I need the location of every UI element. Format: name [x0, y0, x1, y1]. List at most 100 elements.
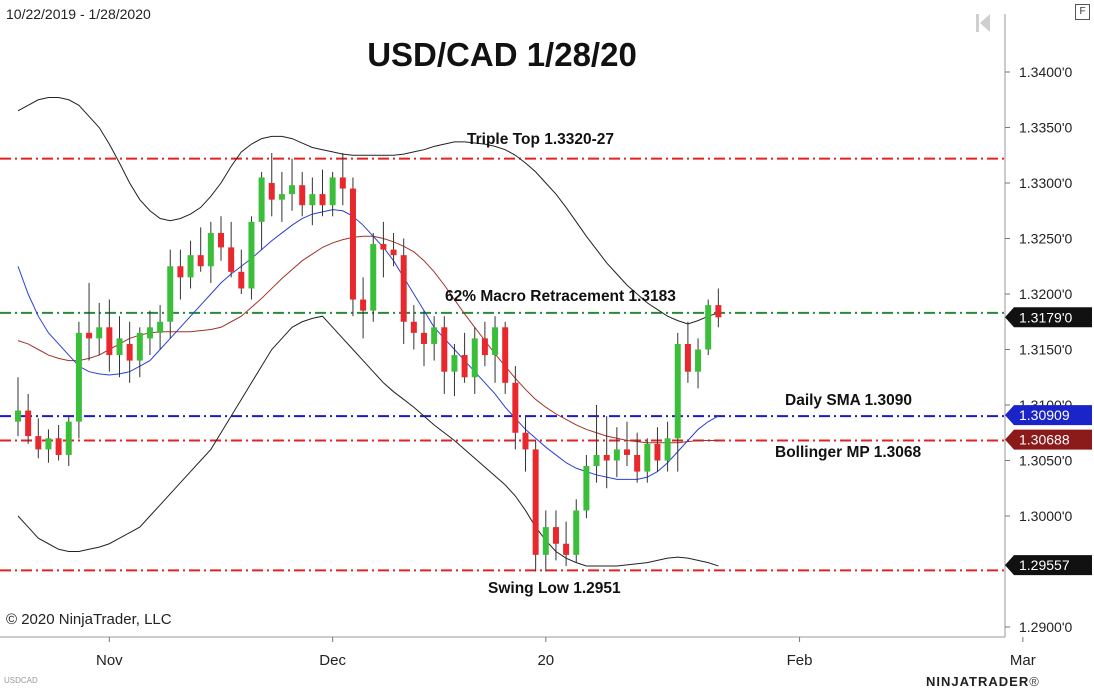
candle-body	[75, 332, 82, 422]
candle-body	[177, 266, 184, 278]
candle-body	[157, 321, 164, 333]
candle-body	[613, 449, 620, 461]
candle-body	[664, 438, 671, 461]
y-tick-label: 1.2900'0	[1019, 619, 1072, 635]
bollinger-mp-label: Bollinger MP 1.3068	[775, 444, 922, 461]
candle-body	[65, 421, 72, 455]
candle-body	[624, 449, 630, 455]
y-tick-label: 1.3150'0	[1019, 342, 1072, 358]
candle-body	[258, 177, 265, 222]
candle-body	[502, 327, 509, 383]
y-tick-label: 1.3000'0	[1019, 508, 1072, 524]
candle-body	[96, 327, 103, 339]
candle-body	[146, 327, 153, 339]
y-tick-label: 1.3350'0	[1019, 120, 1072, 136]
candle-body	[421, 332, 427, 344]
date-range: 10/22/2019 - 1/28/2020	[6, 6, 151, 22]
chart-title: USD/CAD 1/28/20	[367, 36, 637, 73]
bollinger-mid-line	[17, 235, 719, 444]
candle-body	[197, 255, 204, 267]
candle-body	[715, 305, 722, 318]
candle-body	[563, 543, 570, 555]
y-tick-label: 1.3400'0	[1019, 64, 1072, 80]
price-tag-sma	[1005, 405, 1092, 426]
candle-body	[278, 194, 285, 200]
candle-body	[218, 232, 224, 248]
daily-sma-label: Daily SMA 1.3090	[785, 392, 912, 409]
candle-body	[339, 177, 346, 189]
candle-body	[25, 410, 32, 437]
candle-body	[684, 343, 691, 372]
sma-line	[17, 209, 719, 480]
skip-back-icon[interactable]	[976, 12, 990, 34]
candle-body	[329, 177, 336, 206]
bollinger-lower-band	[17, 315, 719, 567]
candle-body	[349, 188, 356, 300]
candle-body	[86, 332, 93, 339]
candle-body	[45, 438, 52, 450]
price-tag-price	[1005, 555, 1092, 576]
candle-body	[116, 338, 123, 356]
candle-body	[583, 466, 590, 511]
y-tick-label: 1.3050'0	[1019, 453, 1072, 469]
x-tick-label: Mar	[1010, 652, 1036, 669]
candle-body	[410, 321, 417, 333]
candle-body	[542, 527, 549, 555]
x-tick-label: 20	[537, 652, 554, 669]
candle-body	[441, 327, 448, 372]
candle-body	[106, 327, 113, 356]
candle-body	[238, 271, 245, 289]
triple-top-label: Triple Top 1.3320-27	[467, 131, 615, 148]
candle-body	[522, 432, 529, 450]
price-tag-label: 1.3179'0	[1019, 309, 1072, 325]
candle-body	[207, 232, 214, 267]
candle-body	[319, 194, 326, 206]
candle-body	[573, 510, 580, 555]
candle-body	[299, 185, 306, 206]
price-tag-label: 1.30909	[1019, 407, 1070, 423]
candle-body	[695, 349, 702, 372]
candle-body	[492, 327, 499, 356]
candle-body	[471, 338, 478, 378]
candle-body	[481, 338, 488, 356]
bollinger-upper-band	[17, 97, 719, 325]
candle-body	[126, 343, 133, 361]
format-button[interactable]: F	[1075, 4, 1090, 20]
candle-body	[512, 382, 519, 433]
candle-body	[55, 438, 62, 455]
candle-body	[228, 247, 235, 272]
price-tag-label: 1.30688	[1019, 432, 1070, 448]
brand-reg: ®	[1029, 674, 1040, 689]
x-tick-label: Dec	[319, 652, 346, 669]
price-tag-label: 1.29557	[1019, 557, 1070, 573]
price-tag-mp	[1005, 429, 1092, 450]
swing-low-label: Swing Low 1.2951	[488, 580, 621, 597]
y-tick-label: 1.3200'0	[1019, 286, 1072, 302]
candle-body	[248, 221, 255, 289]
candle-body	[35, 436, 42, 450]
candle-body	[654, 443, 661, 461]
candle-body	[674, 343, 681, 439]
candle-body	[136, 332, 143, 361]
symbol-label: USDCAD	[4, 676, 38, 685]
candle-body	[603, 454, 610, 461]
candle-body	[552, 527, 559, 544]
candle-body	[370, 244, 377, 311]
candle-body	[644, 443, 651, 472]
candle-body	[380, 244, 387, 250]
candle-body	[289, 185, 296, 195]
candle-body	[390, 249, 397, 256]
candle-body	[451, 355, 458, 372]
candle-body	[167, 266, 174, 322]
candle-body	[532, 449, 539, 555]
candle-body	[461, 355, 468, 378]
x-tick-label: Feb	[787, 652, 813, 669]
retracement-label: 62% Macro Retracement 1.3183	[445, 288, 676, 305]
candle-body	[268, 183, 275, 200]
brand-logo: NINJATRADER®	[926, 674, 1040, 689]
candle-body	[705, 305, 712, 350]
candle-body	[187, 255, 194, 278]
candle-body	[634, 454, 641, 472]
x-tick-label: Nov	[96, 652, 123, 669]
